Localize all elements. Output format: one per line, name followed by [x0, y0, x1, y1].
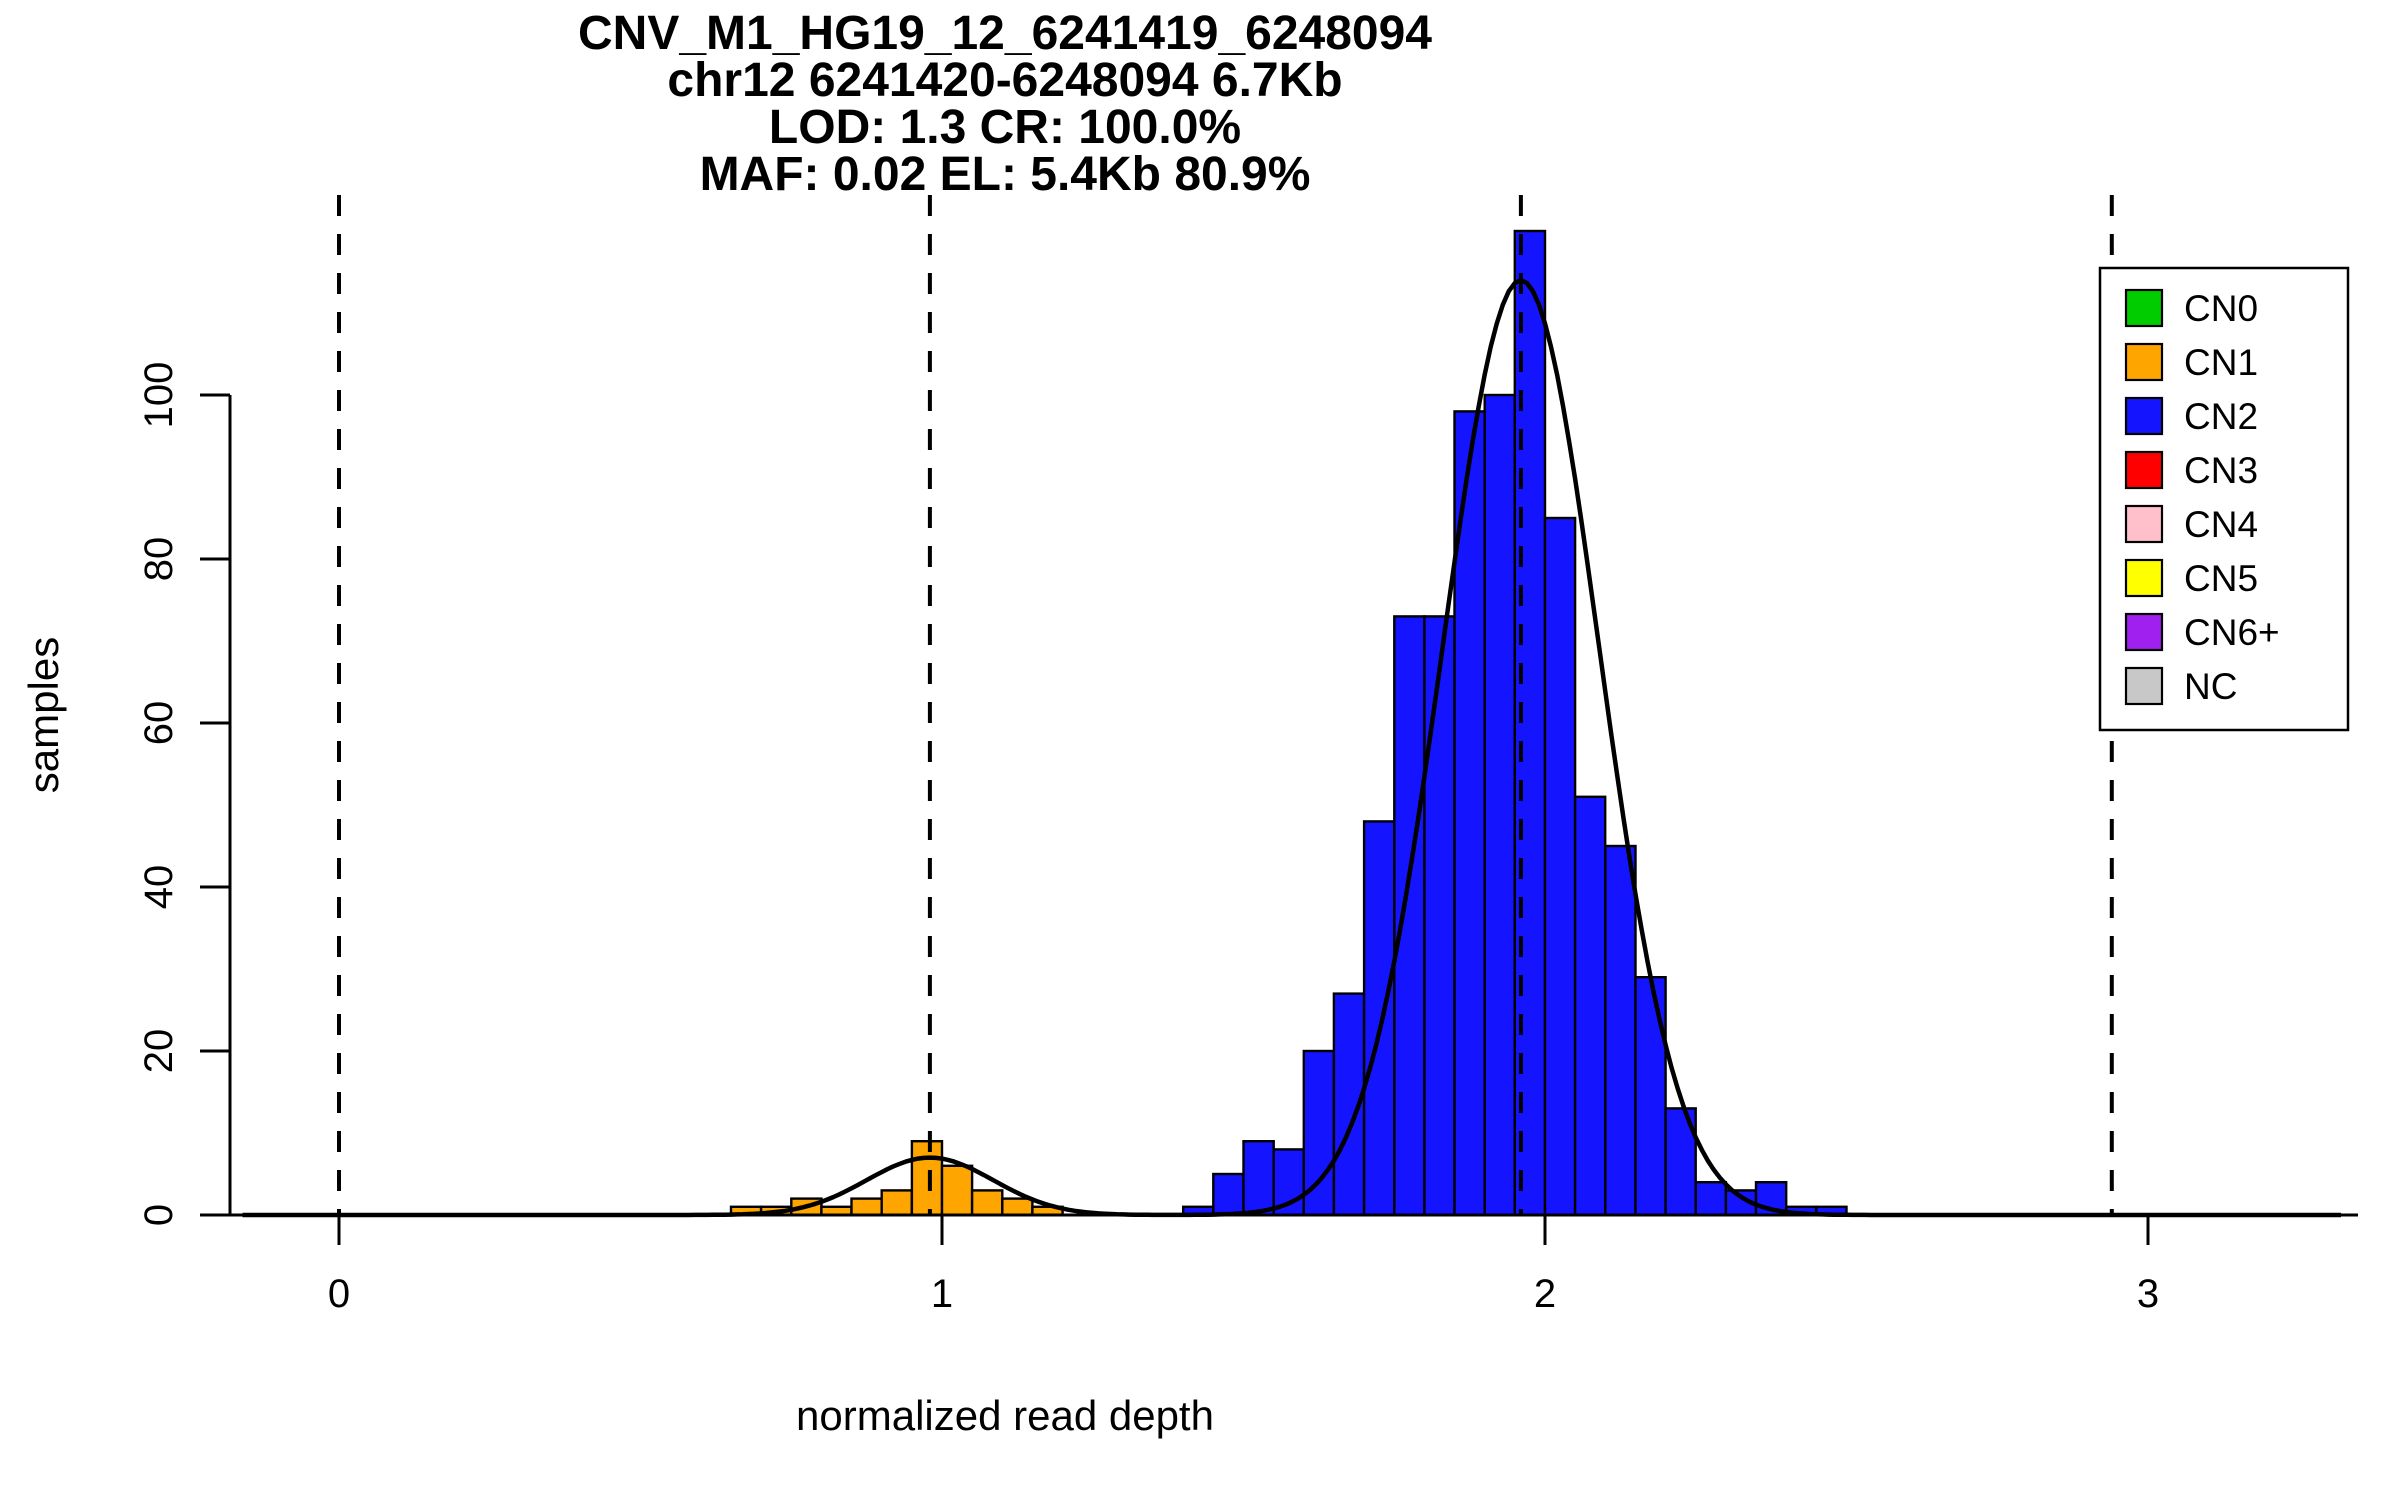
- legend-swatch-cn3: [2124, 450, 2164, 490]
- legend-swatch-cn1: [2124, 342, 2164, 382]
- legend-label-cn3: CN3: [2184, 450, 2258, 491]
- y-tick-label: 40: [137, 865, 181, 910]
- title-line-2: chr12 6241420-6248094 6.7Kb: [667, 54, 1343, 107]
- title-line-1: CNV_M1_HG19_12_6241419_6248094: [577, 7, 1432, 60]
- x-tick-label: 1: [931, 1272, 953, 1316]
- legend-label-cn0: CN0: [2184, 288, 2258, 329]
- density-curve: [242, 277, 2341, 1218]
- histogram-bar-cn2: [1423, 615, 1456, 1217]
- legend-label-cn1: CN1: [2184, 342, 2258, 383]
- legend-label-cn4: CN4: [2184, 504, 2258, 545]
- legend-swatch-cn2: [2124, 396, 2164, 436]
- legend-label-cn6plus: CN6+: [2184, 612, 2280, 653]
- histogram-bar-cn2: [1393, 615, 1426, 1217]
- histogram-bar-cn2: [1302, 1049, 1336, 1217]
- legend-swatch-cn5: [2124, 558, 2164, 598]
- y-tick-label: 60: [137, 701, 181, 746]
- y-axis-label: samples: [20, 636, 67, 794]
- x-tick-label: 2: [1534, 1272, 1556, 1316]
- histogram-bar-cn1: [1001, 1197, 1034, 1217]
- legend-label-cn5: CN5: [2184, 558, 2258, 599]
- title-line-4: MAF: 0.02 EL: 5.4Kb 80.9%: [699, 148, 1311, 201]
- x-tick-label: 0: [328, 1272, 350, 1316]
- histogram-bar-cn2: [1543, 516, 1577, 1217]
- y-tick-label: 0: [137, 1204, 181, 1226]
- legend-swatch-cn4: [2124, 504, 2164, 544]
- legend-swatch-cn6plus: [2124, 612, 2164, 652]
- histogram-bar-cn1: [880, 1189, 914, 1217]
- y-tick-label: 20: [137, 1029, 181, 1074]
- title-line-3: LOD: 1.3 CR: 100.0%: [768, 101, 1242, 154]
- histogram-bar-cn1: [850, 1197, 883, 1217]
- x-axis-label: normalized read depth: [796, 1392, 1214, 1439]
- legend-swatch-cn0: [2124, 288, 2164, 328]
- histogram-bar-cn2: [1634, 976, 1667, 1217]
- x-tick-label: 3: [2137, 1272, 2159, 1316]
- histogram-bar-cn1: [970, 1189, 1004, 1217]
- histogram-bar-cn2: [1453, 410, 1486, 1217]
- legend-swatch-nc: [2124, 666, 2164, 706]
- y-tick-label: 100: [137, 362, 181, 429]
- legend-label-cn2: CN2: [2184, 396, 2258, 437]
- histogram-bar-cn2: [1242, 1139, 1275, 1217]
- histogram-bar-cn1: [940, 1164, 974, 1217]
- legend-box: [2098, 266, 2350, 732]
- y-tick-label: 80: [137, 537, 181, 582]
- histogram-bar-cn2: [1212, 1172, 1245, 1217]
- histogram-bar-cn2: [1362, 820, 1396, 1217]
- chart-title: CNV_M1_HG19_12_6241419_6248094 chr12 624…: [0, 7, 2010, 201]
- histogram-bar-cn2: [1604, 844, 1637, 1217]
- histogram-bar-cn2: [1694, 1180, 1728, 1217]
- histogram-bar-cn1: [910, 1139, 944, 1217]
- legend-label-nc: NC: [2184, 666, 2237, 707]
- histogram-bar-cn2: [1483, 393, 1516, 1217]
- histogram-bar-cn2: [1573, 795, 1607, 1217]
